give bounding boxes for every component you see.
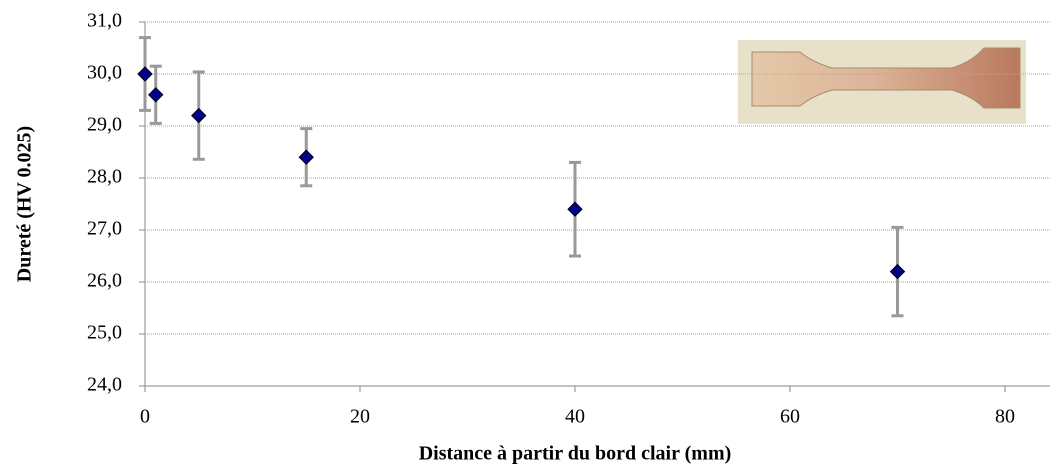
y-tick-label: 24,0 xyxy=(87,374,122,396)
marker xyxy=(137,66,153,82)
x-tick-label: 20 xyxy=(350,406,370,428)
x-tick-label: 80 xyxy=(995,406,1015,428)
y-tick-label: 26,0 xyxy=(87,270,122,292)
x-axis-title: Distance à partir du bord clair (mm) xyxy=(419,443,732,465)
y-tick-label: 28,0 xyxy=(87,166,122,188)
marker xyxy=(298,149,314,165)
specimen-photo xyxy=(738,40,1026,124)
y-tick-label: 31,0 xyxy=(87,10,122,32)
marker xyxy=(191,107,207,124)
x-tick-label: 0 xyxy=(140,406,150,428)
y-tick-label: 27,0 xyxy=(87,218,122,240)
marker xyxy=(148,87,164,103)
marker xyxy=(889,263,906,280)
y-tick-label: 30,0 xyxy=(87,62,122,84)
x-tick-label: 60 xyxy=(780,406,800,428)
y-tick-label: 25,0 xyxy=(87,322,122,344)
x-tick-label: 40 xyxy=(565,406,585,428)
marker xyxy=(567,201,583,217)
y-tick-label: 29,0 xyxy=(87,114,122,136)
y-axis-title: Dureté (HV 0.025) xyxy=(14,126,36,282)
